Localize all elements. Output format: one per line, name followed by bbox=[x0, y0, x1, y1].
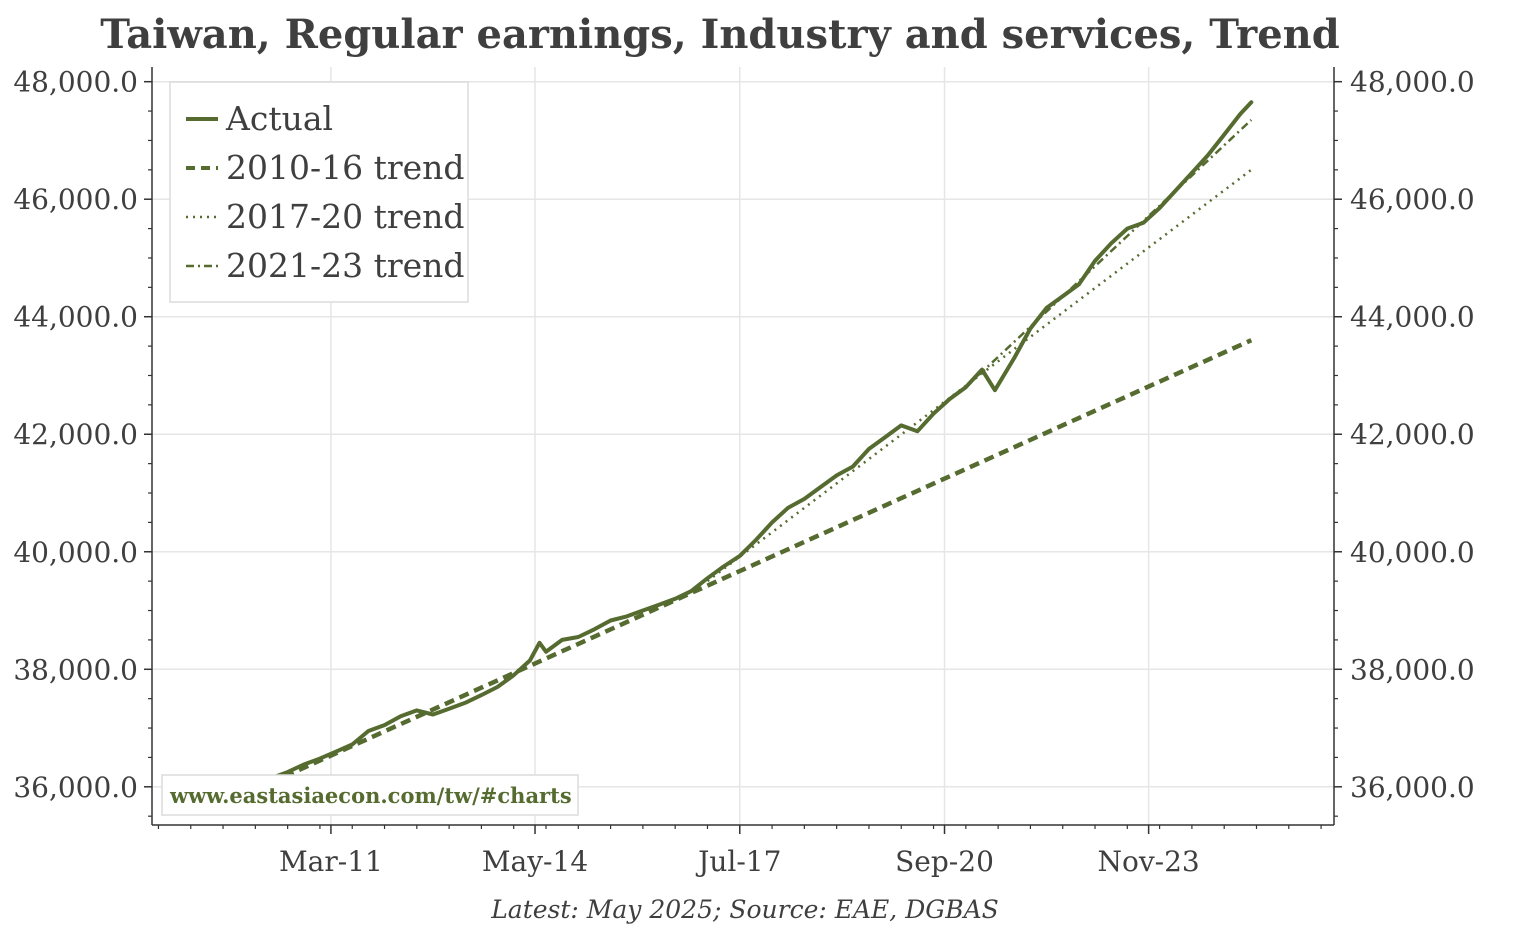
watermark-text: www.eastasiaecon.com/tw/#charts bbox=[169, 783, 572, 808]
legend-label-actual: Actual bbox=[225, 99, 333, 138]
legend: Actual 2010-16 trend 2017-20 trend 2021-… bbox=[169, 81, 469, 303]
x-tick-label: Jul-17 bbox=[695, 845, 781, 878]
watermark: www.eastasiaecon.com/tw/#charts bbox=[161, 774, 579, 816]
chart-title: Taiwan, Regular earnings, Industry and s… bbox=[100, 11, 1339, 58]
x-tick-label: Mar-11 bbox=[279, 845, 383, 878]
y-tick-label-right: 44,000.0 bbox=[1350, 301, 1475, 334]
x-tick-label: Nov-23 bbox=[1097, 845, 1199, 878]
legend-label-2010-16-trend: 2010-16 trend bbox=[226, 148, 465, 187]
y-tick-label-right: 48,000.0 bbox=[1350, 66, 1475, 99]
y-tick-label-right: 40,000.0 bbox=[1350, 536, 1475, 569]
y-tick-label-right: 36,000.0 bbox=[1350, 771, 1475, 804]
y-tick-label-left: 48,000.0 bbox=[13, 66, 138, 99]
legend-label-2021-23-trend: 2021-23 trend bbox=[226, 246, 465, 285]
y-tick-label-left: 36,000.0 bbox=[13, 771, 138, 804]
watermark-box bbox=[161, 774, 579, 816]
series-line-2017-20-trend bbox=[706, 168, 1253, 583]
source-note: Latest: May 2025; Source: EAE, DGBAS bbox=[490, 895, 999, 924]
series-line-actual bbox=[253, 100, 1254, 792]
y-tick-label-right: 46,000.0 bbox=[1350, 183, 1475, 216]
x-tick-label: Sep-20 bbox=[895, 845, 994, 878]
y-tick-label-left: 46,000.0 bbox=[13, 183, 138, 216]
legend-label-2017-20-trend: 2017-20 trend bbox=[226, 197, 465, 236]
y-tick-label-right: 42,000.0 bbox=[1350, 418, 1475, 451]
y-tick-label-right: 38,000.0 bbox=[1350, 653, 1475, 686]
series-line-2021-23-trend bbox=[964, 118, 1253, 389]
axes: 36,000.0 36,000.0 38,000.0 38,000.0 40,000.0… bbox=[13, 66, 1474, 878]
y-tick-label-left: 42,000.0 bbox=[13, 418, 138, 451]
x-tick-label: May-14 bbox=[482, 845, 588, 878]
y-tick-label-left: 44,000.0 bbox=[13, 301, 138, 334]
legend-box bbox=[169, 81, 469, 303]
y-tick-label-left: 40,000.0 bbox=[13, 536, 138, 569]
series-line-2010-16-trend bbox=[254, 338, 1253, 792]
plot-series bbox=[253, 100, 1254, 792]
y-tick-label-left: 38,000.0 bbox=[13, 653, 138, 686]
